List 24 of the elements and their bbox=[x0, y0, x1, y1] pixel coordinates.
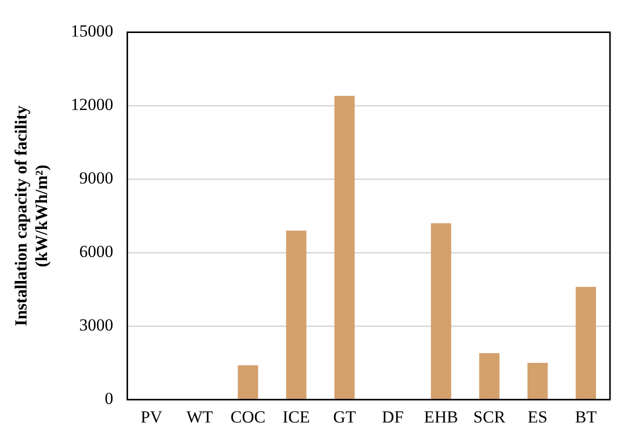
bar bbox=[527, 362, 548, 399]
y-tick-label: 15000 bbox=[70, 22, 114, 41]
x-tick-label: DF bbox=[382, 407, 404, 426]
x-tick-label: SCR bbox=[473, 407, 506, 426]
x-tick-label: ICE bbox=[282, 407, 310, 426]
bar bbox=[286, 230, 306, 399]
x-tick-label: COC bbox=[230, 407, 266, 426]
bar bbox=[479, 353, 500, 399]
y-tick-label: 3000 bbox=[79, 316, 114, 335]
x-tick-label: ES bbox=[528, 407, 548, 426]
bar bbox=[238, 365, 258, 399]
bar bbox=[334, 96, 355, 399]
y-tick-label: 6000 bbox=[79, 242, 114, 262]
x-tick-label: EHB bbox=[424, 407, 458, 426]
bar bbox=[576, 286, 596, 399]
y-tick-label: 9000 bbox=[79, 168, 114, 188]
x-tick-label: WT bbox=[186, 407, 214, 426]
x-tick-label: PV bbox=[140, 407, 164, 426]
y-tick-label: 12000 bbox=[70, 95, 114, 114]
bar bbox=[430, 223, 452, 399]
y-axis-title: Installation capacity of facility (kW/kWh/m²) bbox=[12, 105, 51, 326]
x-tick-label: GT bbox=[333, 407, 356, 426]
x-tick-label: BT bbox=[575, 407, 598, 426]
y-tick-label: 0 bbox=[104, 389, 114, 408]
